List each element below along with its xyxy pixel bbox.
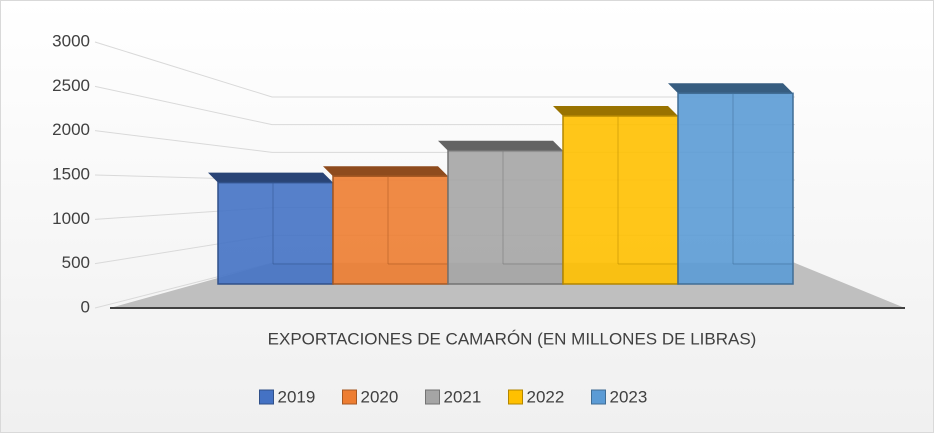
- x-axis-label: EXPORTACIONES DE CAMARÓN (EN MILLONES DE…: [268, 329, 757, 348]
- bar: [562, 115, 679, 285]
- bar: [217, 181, 334, 285]
- legend-swatch: [342, 389, 357, 405]
- legend-swatch: [591, 389, 606, 405]
- y-tick-label: 1000: [52, 209, 90, 228]
- legend-label: 2023: [610, 387, 648, 406]
- y-tick-label: 0: [81, 297, 90, 316]
- bar: [677, 92, 794, 285]
- y-tick-label: 1500: [52, 164, 90, 183]
- y-tick-label: 2000: [52, 120, 90, 139]
- bar-top: [208, 172, 333, 183]
- y-tick-label: 3000: [52, 31, 90, 50]
- bar: [447, 149, 564, 285]
- y-tick-label: 500: [62, 253, 90, 272]
- legend-label: 2020: [361, 387, 399, 406]
- bar-top: [553, 105, 678, 116]
- bar-top: [668, 83, 793, 94]
- legend-swatch: [259, 389, 274, 405]
- grid-line: [94, 41, 795, 98]
- bar-top: [438, 140, 563, 151]
- bar-top: [323, 166, 448, 177]
- bar: [332, 175, 449, 285]
- legend-label: 2019: [278, 387, 316, 406]
- y-tick-label: 2500: [52, 76, 90, 95]
- legend-swatch: [425, 389, 440, 405]
- legend-swatch: [508, 389, 523, 405]
- legend-label: 2022: [527, 387, 565, 406]
- legend-label: 2021: [444, 387, 482, 406]
